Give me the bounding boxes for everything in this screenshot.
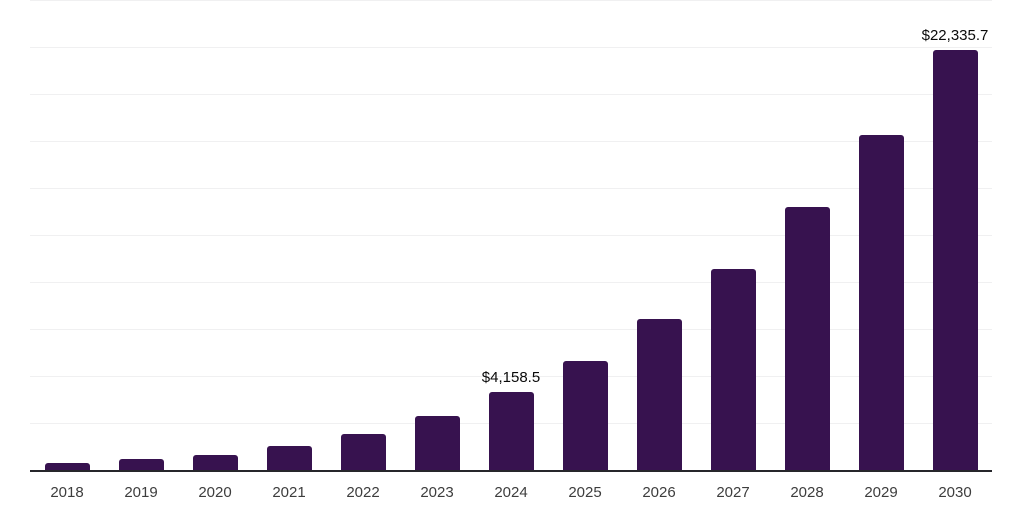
x-tick-label: 2021 [272, 484, 306, 501]
bar-group-2022 [326, 434, 400, 470]
x-tick-label: 2026 [642, 484, 676, 501]
bar [118, 458, 164, 470]
bar [340, 434, 386, 470]
bar [562, 361, 608, 470]
bar-group-2028 [770, 207, 844, 470]
bar-group-2027 [696, 269, 770, 470]
x-tick-label: 2019 [124, 484, 158, 501]
bar [192, 454, 238, 470]
x-tick-label: 2027 [716, 484, 750, 501]
bar [266, 445, 312, 470]
bar-group-2024: $4,158.5 [474, 369, 548, 470]
bar [44, 462, 90, 470]
bar [488, 391, 534, 470]
bar-group-2020 [178, 454, 252, 470]
bar [858, 135, 904, 470]
bar [932, 50, 978, 470]
bar [636, 319, 682, 470]
bar-value-label: $22,335.7 [921, 27, 989, 45]
bar-group-2023 [400, 415, 474, 470]
plot-area: $4,158.5 $22,335.7 [30, 0, 992, 472]
x-axis-tick-labels: 2018 2019 2020 2021 2022 2023 2024 2025 2026 2027… [30, 472, 992, 512]
bar-group-2026 [622, 319, 696, 470]
bar-group-2021 [252, 445, 326, 470]
bar-group-2018 [30, 462, 104, 470]
bar [710, 269, 756, 470]
bar [414, 415, 460, 470]
bar-group-2029 [844, 135, 918, 470]
bars-container: $4,158.5 $22,335.7 [30, 0, 992, 470]
bar-group-2025 [548, 361, 622, 470]
bar-group-2030: $22,335.7 [918, 27, 992, 470]
x-tick-label: 2022 [346, 484, 380, 501]
x-tick-label: 2020 [198, 484, 232, 501]
x-tick-label: 2018 [50, 484, 84, 501]
bar-group-2019 [104, 458, 178, 470]
x-tick-label: 2029 [864, 484, 898, 501]
x-tick-label: 2030 [938, 484, 972, 501]
bar-value-label: $4,158.5 [481, 368, 541, 386]
x-tick-label: 2025 [568, 484, 602, 501]
x-tick-label: 2023 [420, 484, 454, 501]
x-tick-label: 2024 [494, 484, 528, 501]
bar [784, 207, 830, 470]
x-tick-label: 2028 [790, 484, 824, 501]
